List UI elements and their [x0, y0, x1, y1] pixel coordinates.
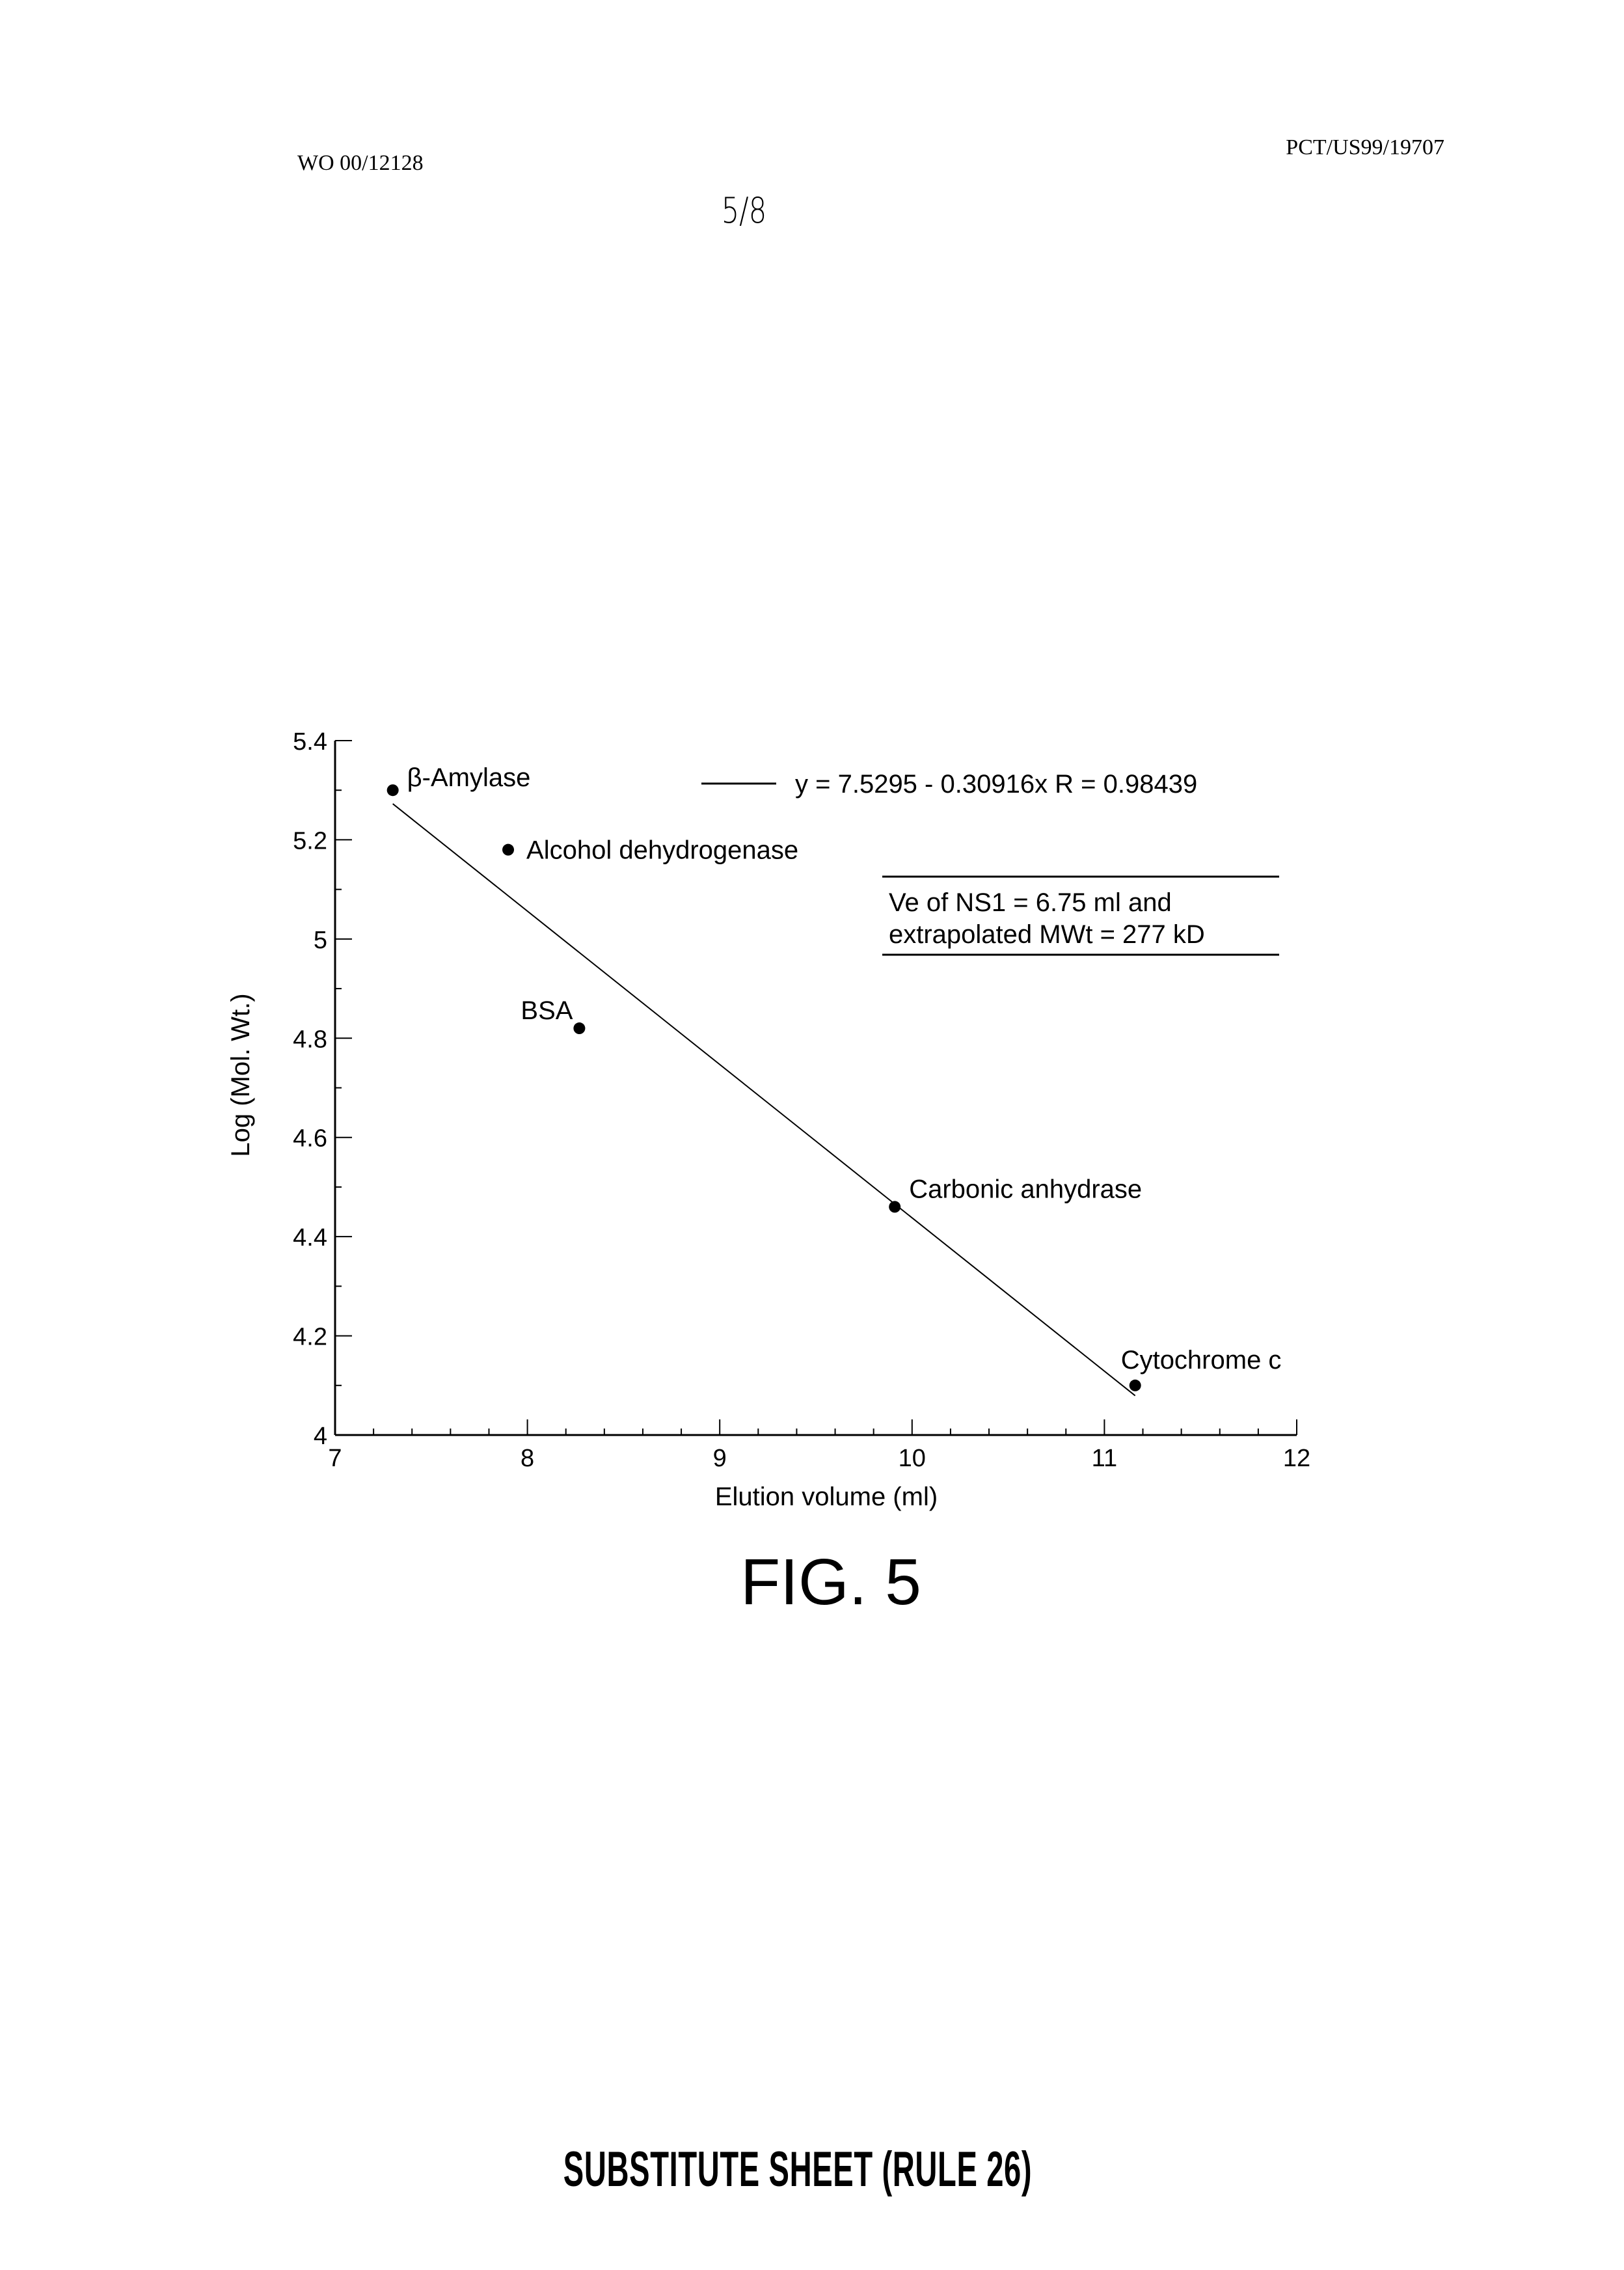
x-tick-label: 8 [521, 1445, 534, 1472]
legend-fit-equation: y = 7.5295 - 0.30916x R = 0.98439 [795, 770, 1197, 799]
data-point [502, 844, 514, 856]
y-tick-label: 4.6 [293, 1125, 327, 1153]
x-tick-label: 11 [1092, 1445, 1117, 1472]
data-point-label: BSA [521, 996, 573, 1025]
x-tick-label: 12 [1283, 1445, 1310, 1472]
x-tick-label: 10 [899, 1445, 926, 1472]
data-point [387, 784, 399, 796]
data-point [889, 1201, 900, 1212]
substitute-sheet-footer: SUBSTITUTE SHEET (RULE 26) [303, 2141, 1292, 2198]
data-point-label: β-Amylase [407, 763, 531, 792]
y-tick-label: 5.4 [293, 728, 327, 756]
annotation-line-1: Ve of NS1 = 6.75 ml and [889, 888, 1172, 917]
annotation-line-2: extrapolated MWt = 277 kD [889, 920, 1205, 949]
y-tick-label: 4.4 [293, 1224, 327, 1251]
x-tick-label: 9 [713, 1445, 727, 1472]
data-point-label: Alcohol dehydrogenase [526, 836, 798, 865]
y-tick-label: 4 [314, 1423, 327, 1450]
x-tick-label: 7 [328, 1445, 342, 1472]
y-tick-label: 5 [314, 927, 327, 954]
data-point-label: Cytochrome c [1121, 1346, 1282, 1374]
y-tick-label: 4.8 [293, 1026, 327, 1053]
y-tick-label: 4.2 [293, 1324, 327, 1351]
data-point [573, 1022, 585, 1034]
y-tick-label: 5.2 [293, 827, 327, 855]
chart-marks: β-Amylase Alcohol dehydrogenase BSA Carboni… [387, 763, 1282, 1395]
x-axis-label: Elution volume (ml) [715, 1483, 938, 1511]
data-point [1130, 1380, 1141, 1391]
y-axis-label: Log (Mol. Wt.) [226, 993, 255, 1156]
data-point-label: Carbonic anhydrase [909, 1175, 1142, 1203]
figure-caption: FIG. 5 [740, 1546, 921, 1619]
